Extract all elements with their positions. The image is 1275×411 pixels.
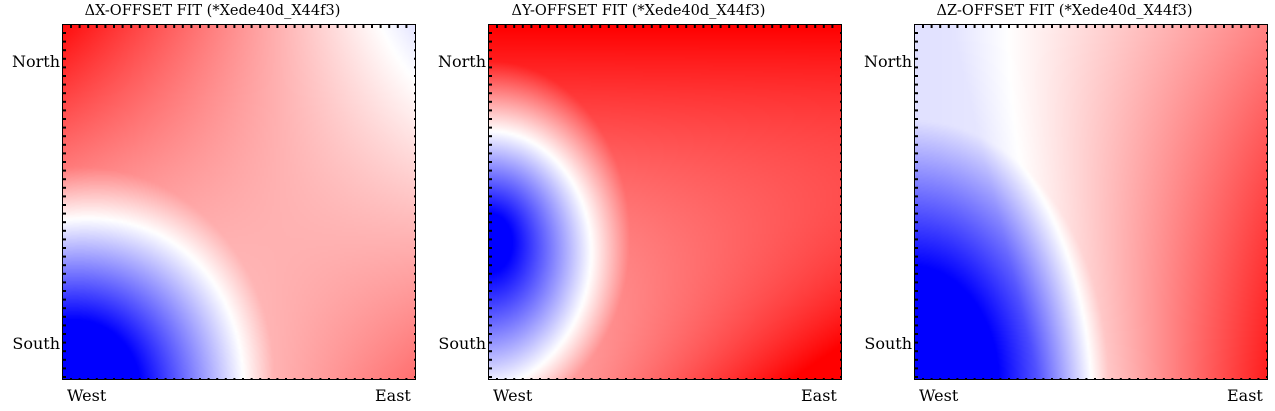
x-tick-label-west: West bbox=[493, 386, 533, 405]
chart-title: ΔY-OFFSET FIT (*Xede40d_X44f3) bbox=[511, 3, 766, 19]
y-tick-label-south: South bbox=[438, 334, 486, 353]
x-tick-label-east: East bbox=[801, 386, 837, 405]
y-tick-label-north: North bbox=[437, 52, 486, 71]
chart-title: ΔX-OFFSET FIT (*Xede40d_X44f3) bbox=[84, 3, 341, 19]
plot-area bbox=[488, 24, 842, 380]
tick-marks bbox=[915, 25, 1267, 379]
x-tick-label-west: West bbox=[67, 386, 107, 405]
heatmap-panel-dz: ΔZ-OFFSET FIT (*Xede40d_X44f3) North Sou… bbox=[852, 0, 1275, 411]
x-tick-label-east: East bbox=[1227, 386, 1263, 405]
plot-area bbox=[62, 24, 416, 380]
heatmap-panel-dy: ΔY-OFFSET FIT (*Xede40d_X44f3) North Sou… bbox=[426, 0, 851, 411]
y-tick-label-north: North bbox=[863, 52, 912, 71]
tick-marks bbox=[489, 25, 841, 379]
chart-title: ΔZ-OFFSET FIT (*Xede40d_X44f3) bbox=[936, 3, 1193, 19]
tick-marks bbox=[63, 25, 415, 379]
plot-area bbox=[914, 24, 1268, 380]
y-tick-label-south: South bbox=[864, 334, 912, 353]
x-tick-label-east: East bbox=[375, 386, 411, 405]
y-tick-label-south: South bbox=[12, 334, 60, 353]
x-tick-label-west: West bbox=[919, 386, 959, 405]
heatmap-panel-dx: ΔX-OFFSET FIT (*Xede40d_X44f3) North Sou… bbox=[0, 0, 425, 411]
heatmap-image bbox=[63, 25, 415, 379]
y-tick-label-north: North bbox=[11, 52, 60, 71]
heatmap-image bbox=[915, 25, 1267, 379]
heatmap-image bbox=[489, 25, 841, 379]
